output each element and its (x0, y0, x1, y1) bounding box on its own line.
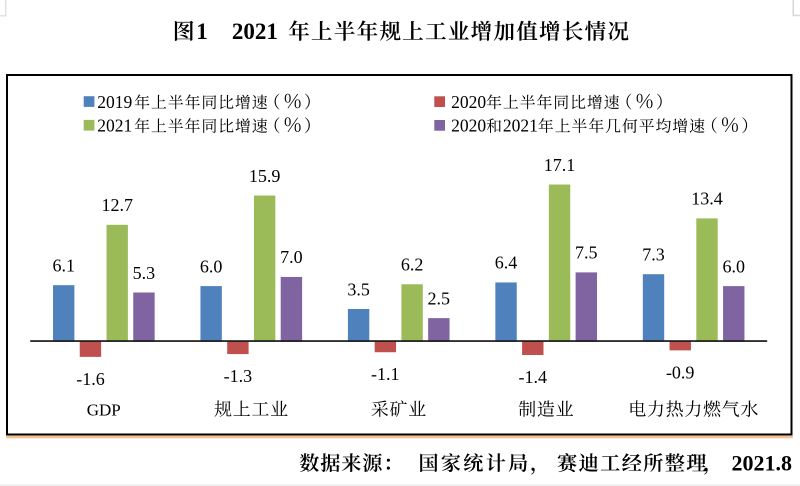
svg-text:6.2: 6.2 (401, 255, 424, 275)
svg-text:5.3: 5.3 (133, 263, 156, 283)
svg-text:-0.9: -0.9 (666, 362, 695, 382)
svg-text:13.4: 13.4 (691, 189, 723, 209)
svg-text:12.7: 12.7 (101, 195, 133, 215)
svg-text:-1.4: -1.4 (519, 367, 548, 387)
svg-text:2021: 2021 (503, 116, 538, 136)
svg-text:6.4: 6.4 (495, 253, 518, 273)
svg-text:-1.1: -1.1 (371, 364, 400, 384)
svg-text:7.3: 7.3 (642, 245, 665, 265)
svg-text:2.5: 2.5 (428, 288, 451, 308)
svg-text:2020: 2020 (451, 92, 486, 112)
svg-text:1: 1 (196, 19, 208, 44)
svg-text:2019: 2019 (97, 92, 132, 112)
svg-text:-1.6: -1.6 (76, 369, 105, 389)
svg-text:7.5: 7.5 (575, 243, 598, 263)
svg-text:2021: 2021 (97, 116, 132, 136)
svg-text:15.9: 15.9 (249, 166, 281, 186)
svg-text:6.1: 6.1 (52, 256, 75, 276)
svg-text:2021.8: 2021.8 (732, 451, 793, 476)
svg-text:2020: 2020 (451, 116, 486, 136)
svg-text:6.0: 6.0 (723, 256, 746, 276)
svg-text:6.0: 6.0 (200, 256, 223, 276)
svg-text:3.5: 3.5 (347, 279, 370, 299)
svg-text:17.1: 17.1 (544, 155, 576, 175)
svg-text:2021: 2021 (232, 19, 278, 44)
svg-text:GDP: GDP (87, 400, 121, 419)
svg-text:-1.3: -1.3 (224, 366, 253, 386)
svg-text:7.0: 7.0 (280, 247, 303, 267)
